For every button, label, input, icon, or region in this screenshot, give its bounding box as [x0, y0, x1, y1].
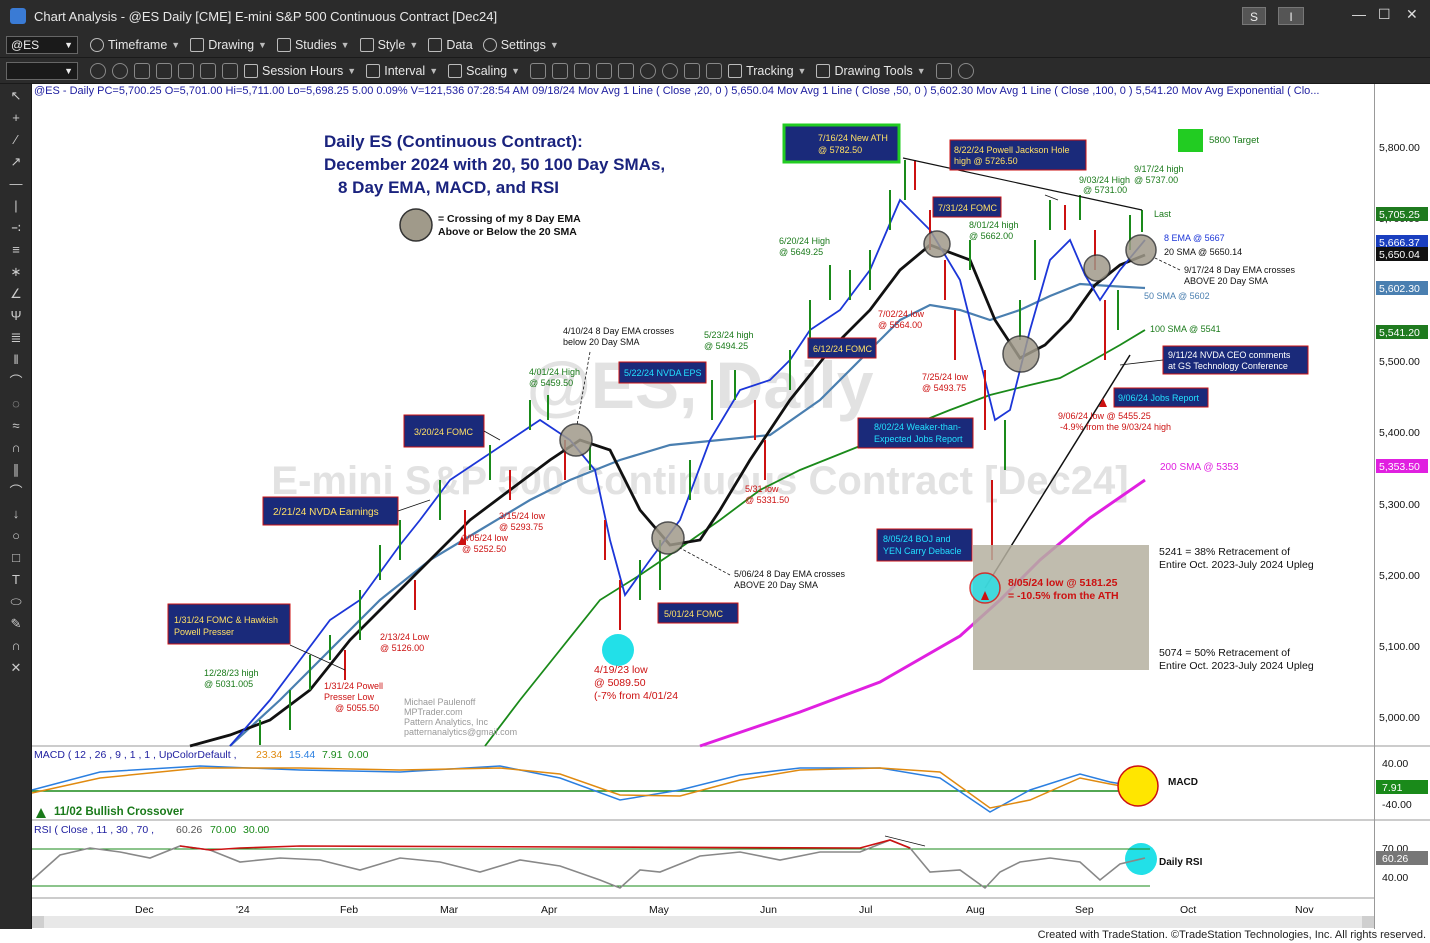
text-icon[interactable]: T — [12, 572, 20, 587]
timeframe-label: Timeframe — [108, 37, 168, 52]
data-button[interactable]: Data — [428, 37, 473, 52]
chat-icon[interactable] — [957, 62, 974, 79]
grid-icon[interactable] — [706, 62, 723, 79]
pencil-icon — [190, 37, 205, 52]
flask-icon — [276, 37, 291, 52]
scaling-label: Scaling — [466, 63, 508, 78]
maximize-icon[interactable]: ☐ — [1378, 6, 1391, 22]
settings-button[interactable]: Settings ▼ — [482, 37, 559, 52]
sync-icon[interactable] — [112, 62, 128, 79]
scaling-button[interactable]: Scaling ▼ — [448, 63, 520, 78]
ohlc-icon[interactable] — [596, 62, 613, 79]
tracking-label: Tracking — [746, 63, 794, 78]
fibonacci-icon[interactable]: ≡ — [12, 242, 20, 257]
window-titlebar: Chart Analysis - @ES Daily [CME] E-mini … — [0, 0, 1430, 32]
time-zones-icon[interactable]: ∥ — [12, 462, 20, 477]
andrews-pitchfork-icon[interactable]: Ψ — [10, 308, 22, 323]
delete-icon[interactable]: ✕ — [10, 660, 22, 675]
crosshair-icon — [728, 63, 743, 78]
share-icon[interactable] — [935, 62, 952, 79]
rectangle-icon[interactable]: □ — [12, 550, 20, 565]
drawing-tools-icon — [816, 63, 831, 78]
magnet-icon[interactable]: ∩ — [11, 638, 21, 653]
zoom-icon[interactable] — [640, 62, 657, 79]
candles-icon[interactable] — [552, 62, 569, 79]
chart-type-icon[interactable] — [156, 62, 172, 79]
price-axis — [1374, 84, 1430, 929]
highlighter-icon[interactable]: ✎ — [10, 616, 22, 631]
ellipse-icon[interactable]: ⬭ — [10, 594, 22, 609]
drawing-button[interactable]: Drawing ▼ — [190, 37, 267, 52]
drawing-tools-button[interactable]: Drawing Tools ▼ — [816, 63, 926, 78]
ray-icon[interactable]: ↗ — [10, 154, 22, 169]
data-label: Data — [446, 37, 473, 52]
tracking-button[interactable]: Tracking ▼ — [728, 63, 806, 78]
symbol-value: @ES — [11, 37, 40, 52]
regression-icon[interactable]: ≈ — [12, 418, 20, 433]
lock-icon[interactable] — [222, 62, 238, 79]
channel-icon[interactable]: ∹ — [10, 220, 22, 235]
scaling-icon — [448, 63, 463, 78]
style-icon — [359, 37, 374, 52]
studies-label: Studies — [294, 37, 337, 52]
session-icon — [244, 63, 258, 78]
chart-canvas[interactable] — [32, 84, 1374, 929]
pointer-icon[interactable]: ↖ — [10, 88, 22, 103]
gear-icon — [482, 37, 497, 52]
copyright-text: Created with TradeStation. ©TradeStation… — [1037, 929, 1426, 941]
drawing-toolbar: ↖ + ∕ ↗ — | ∹ ≡ ∗ ∠ Ψ ≣ ‖ ⌒ ◌ ≈ ∩ ∥ ⌒ ↓ … — [0, 84, 32, 929]
drawing-tools-label: Drawing Tools — [834, 63, 913, 78]
cycle-icon[interactable]: ∩ — [11, 440, 21, 455]
interval-button[interactable]: Interval ▼ — [366, 63, 438, 78]
zoom-out-icon[interactable] — [662, 62, 679, 79]
close-icon[interactable]: ✕ — [1406, 6, 1418, 22]
circle-icon[interactable]: ○ — [12, 528, 20, 543]
footer: Created with TradeStation. ©TradeStation… — [0, 929, 1430, 943]
hollow-candles-icon[interactable] — [574, 62, 591, 79]
vertical-line-icon[interactable]: | — [14, 198, 18, 213]
session-hours-label: Session Hours — [262, 63, 344, 78]
interval-label: Interval — [384, 63, 426, 78]
crosshair-tool-icon[interactable]: + — [12, 110, 20, 125]
studies-button[interactable]: Studies ▼ — [276, 37, 350, 52]
line-icon[interactable] — [618, 62, 635, 79]
speed-lines-icon[interactable]: ∠ — [10, 286, 22, 301]
s-button[interactable]: S — [1242, 7, 1266, 25]
settings-label: Settings — [500, 37, 546, 52]
refresh-icon[interactable] — [90, 62, 106, 79]
drawing-label: Drawing — [208, 37, 255, 52]
gann-icon[interactable]: ∗ — [10, 264, 22, 279]
secondary-input[interactable]: ▼ — [6, 61, 78, 80]
i-button[interactable]: I — [1278, 7, 1304, 25]
style-button[interactable]: Style ▼ — [359, 37, 418, 52]
horizontal-line-icon[interactable]: — — [9, 176, 23, 191]
link-icon[interactable] — [178, 62, 194, 79]
symbol-input[interactable]: @ES ▼ — [6, 35, 78, 54]
minimize-icon[interactable]: — — [1352, 6, 1366, 22]
app-icon — [10, 8, 26, 24]
bar-chart-icon — [428, 37, 443, 52]
arrow-icon[interactable]: ↓ — [12, 506, 20, 521]
fib-time-icon[interactable]: ‖ — [13, 352, 19, 367]
bars-icon[interactable] — [530, 62, 547, 79]
calendar-icon[interactable] — [200, 62, 216, 79]
arc-icon[interactable]: ⌒ — [9, 484, 23, 499]
timeframe-button[interactable]: Timeframe ▼ — [90, 37, 180, 52]
interval-icon — [366, 63, 381, 78]
trendline-icon[interactable]: ∕ — [14, 132, 18, 147]
layout-icon[interactable] — [134, 62, 150, 79]
secondary-toolbar: ▼ Session Hours ▼ Interval ▼ Scaling ▼ Trac… — [0, 58, 1430, 84]
main-toolbar: @ES ▼ Timeframe ▼ Drawing ▼ Studies ▼ Style ▼… — [0, 32, 1430, 58]
fib-extension-icon[interactable]: ≣ — [10, 330, 22, 345]
fit-icon[interactable] — [684, 62, 701, 79]
symbol-info-line: @ES - Daily PC=5,700.25 O=5,701.00 Hi=5,… — [34, 85, 1320, 97]
fib-arcs-icon[interactable]: ⌒ — [9, 374, 23, 389]
session-hours-button[interactable]: Session Hours ▼ — [244, 63, 356, 78]
clock-icon — [90, 37, 104, 52]
window-title: Chart Analysis - @ES Daily [CME] E-mini … — [34, 8, 498, 24]
style-label: Style — [377, 37, 406, 52]
fib-spiral-icon[interactable]: ◌ — [12, 396, 20, 411]
